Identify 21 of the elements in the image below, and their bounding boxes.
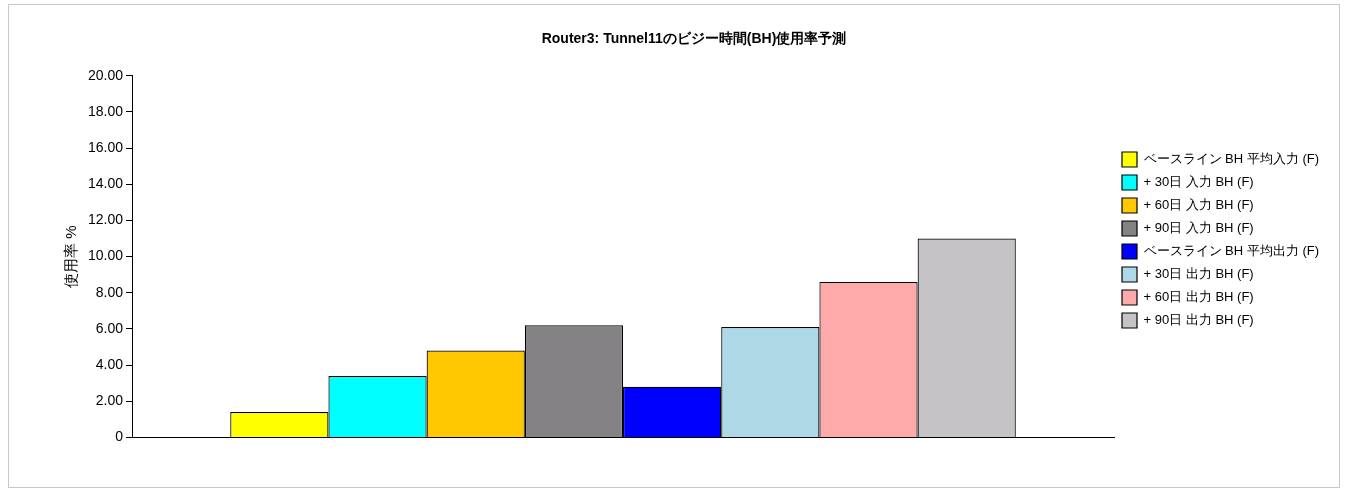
y-tick-label: 4.00 <box>95 355 124 372</box>
legend-label: ベースライン BH 平均出力 (F) <box>1143 243 1320 259</box>
legend-label: + 30日 入力 BH (F) <box>1143 174 1254 190</box>
y-tick-label: 8.00 <box>95 283 124 300</box>
y-tick-label: 10.00 <box>87 247 124 264</box>
chart-title: Router3: Tunnel11のビジー時間(BH)使用率予測 <box>541 30 847 47</box>
legend-label: + 60日 出力 BH (F) <box>1143 289 1254 305</box>
y-tick-label: 0 <box>115 428 124 445</box>
y-tick-label: 6.00 <box>95 319 124 336</box>
legend-label: ベースライン BH 平均入力 (F) <box>1143 151 1320 167</box>
legend-label: + 30日 出力 BH (F) <box>1143 266 1254 282</box>
y-tick-label: 16.00 <box>87 138 124 155</box>
y-tick-label: 14.00 <box>87 175 124 192</box>
y-tick-label: 20.00 <box>87 66 124 83</box>
legend-label: + 60日 入力 BH (F) <box>1143 197 1254 213</box>
y-tick-label: 18.00 <box>87 102 124 119</box>
y-axis-title: 使用率 % <box>62 225 80 288</box>
y-tick-label: 12.00 <box>87 211 124 228</box>
legend-label: + 90日 出力 BH (F) <box>1143 312 1254 328</box>
legend-label: + 90日 入力 BH (F) <box>1143 220 1254 236</box>
y-tick-label: 2.00 <box>95 392 124 409</box>
